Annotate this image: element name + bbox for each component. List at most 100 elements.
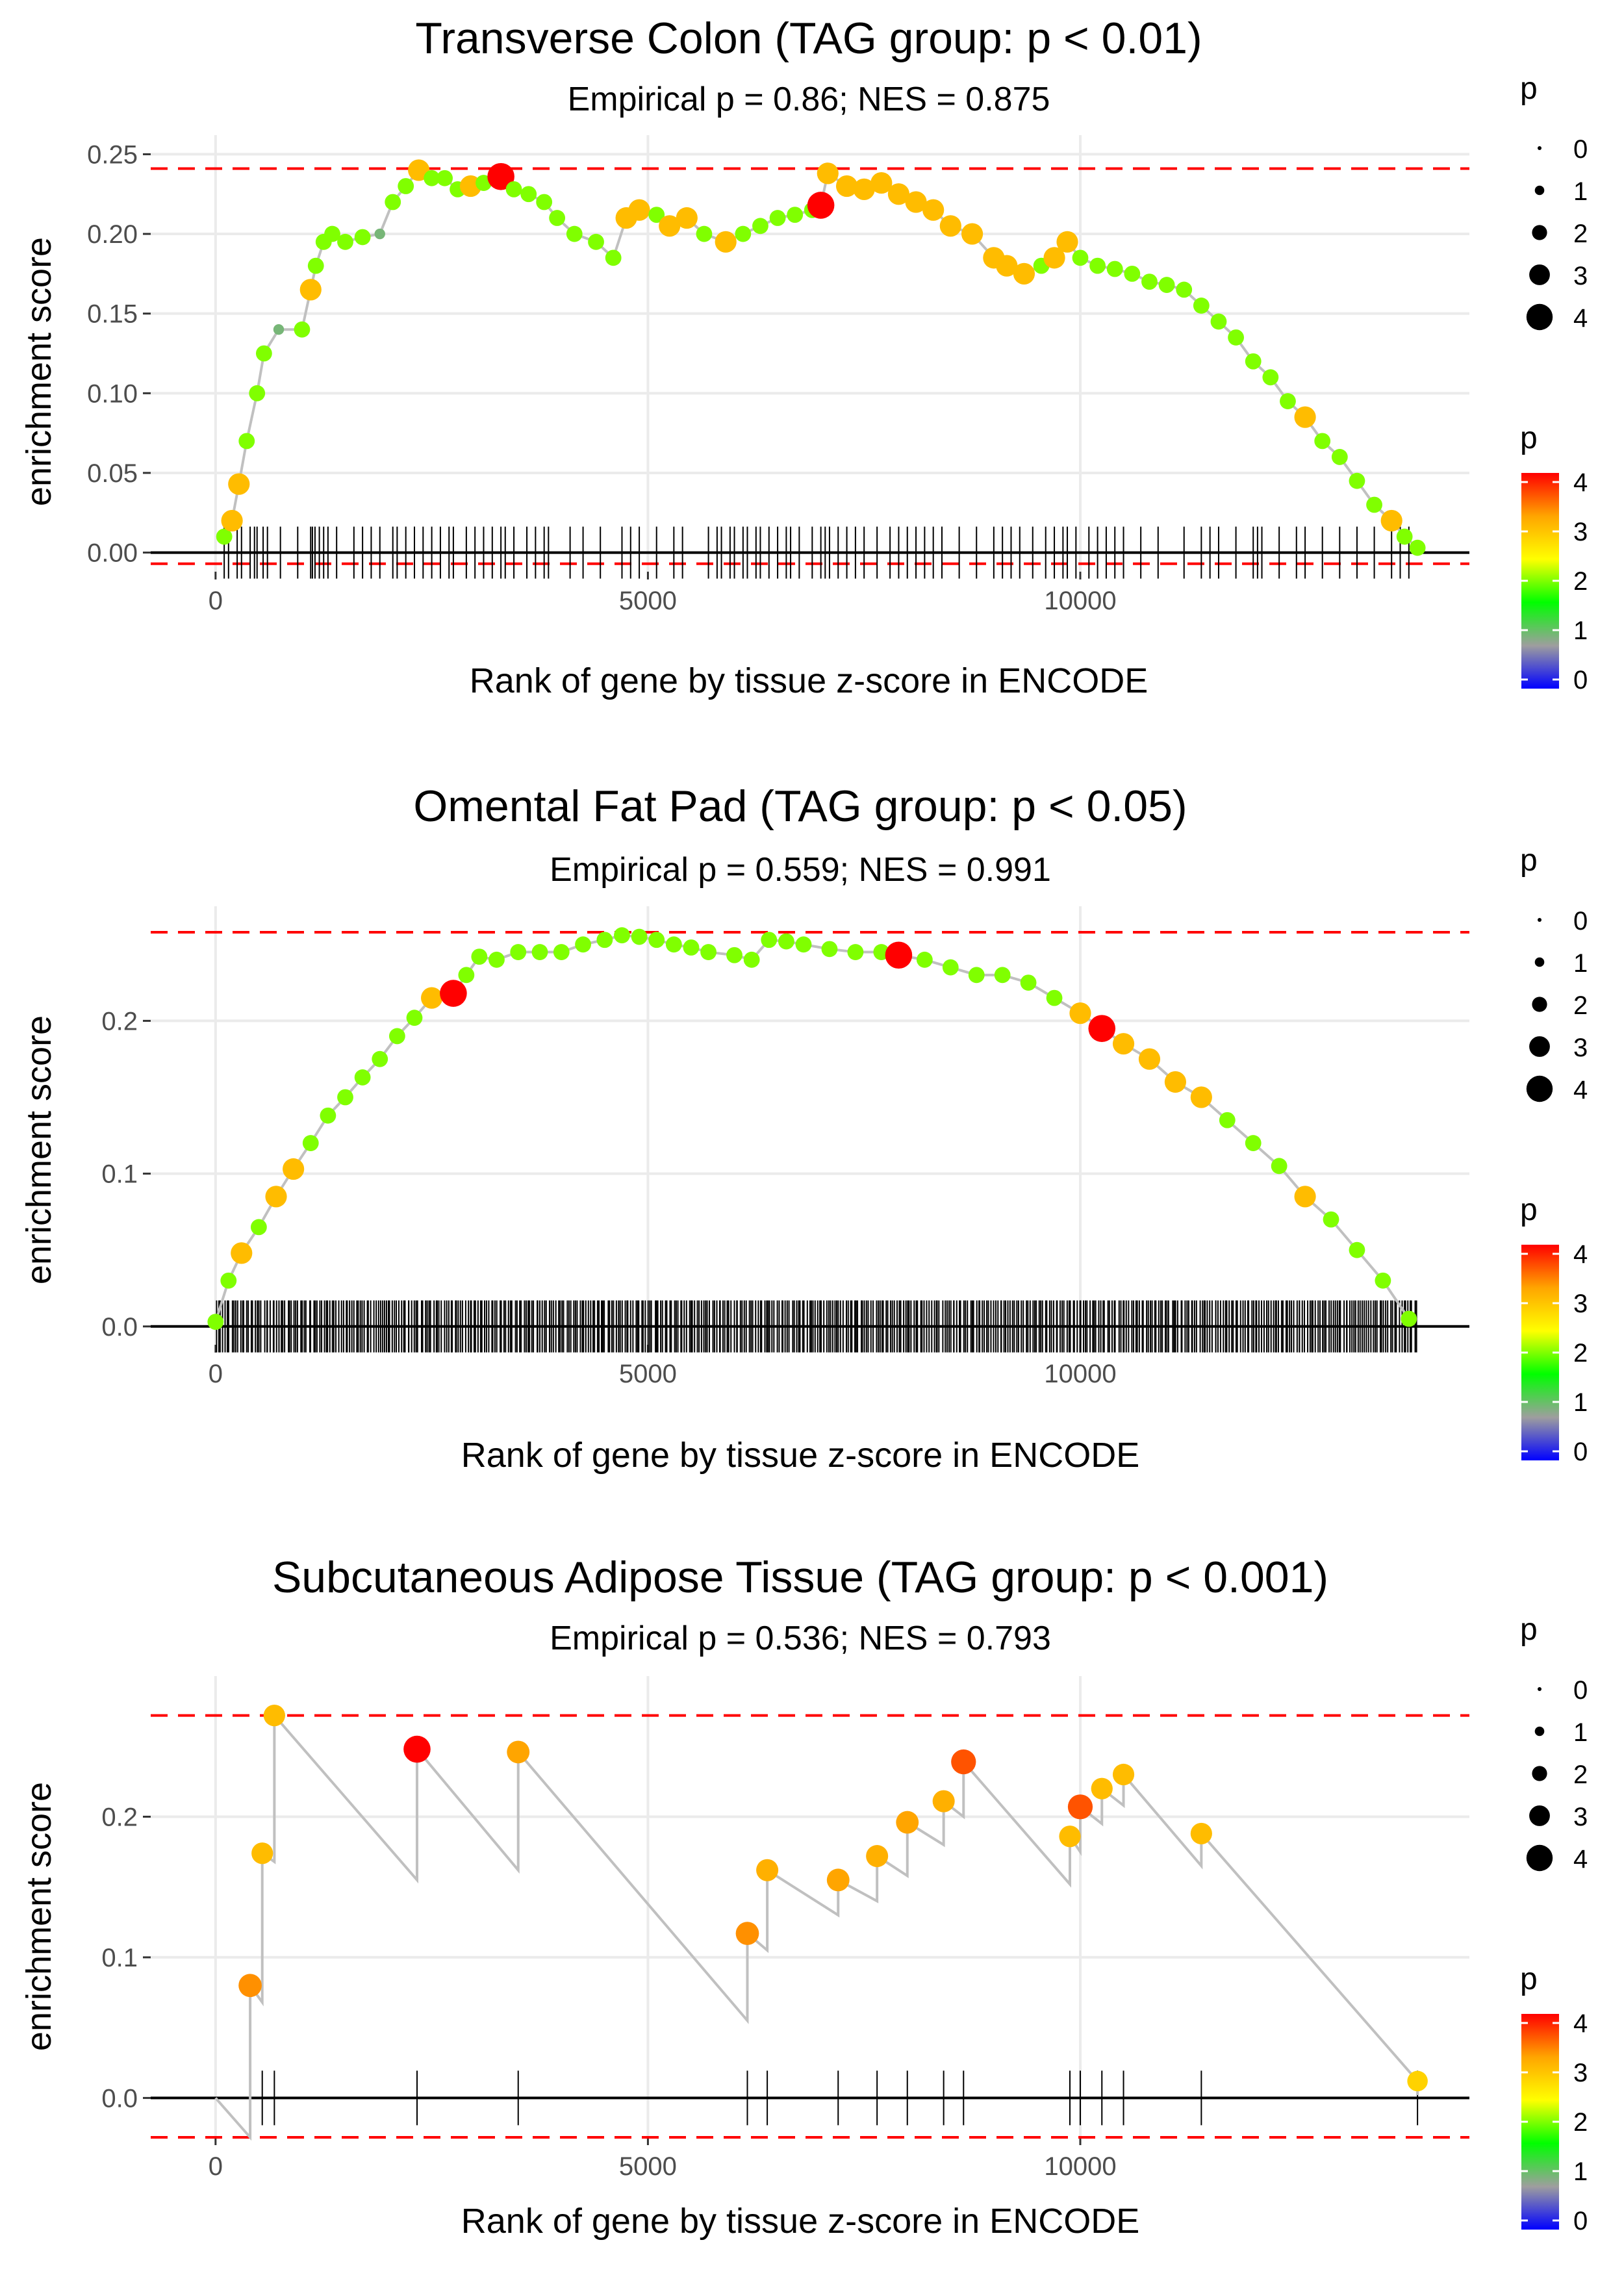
- color-legend-label: 2: [1573, 567, 1588, 596]
- data-point: [916, 951, 933, 968]
- data-point: [853, 178, 875, 200]
- color-legend-label: 0: [1573, 2207, 1588, 2235]
- y-tick-labels: 0.0 0.1 0.2: [101, 1803, 138, 2113]
- size-legend-title: p: [1520, 843, 1538, 878]
- size-legend-dot: [1526, 303, 1553, 331]
- data-point: [1323, 1211, 1339, 1228]
- color-legend-label: 3: [1573, 2059, 1588, 2087]
- data-point: [1112, 1763, 1135, 1786]
- data-points: [238, 1705, 1428, 2092]
- data-point: [1349, 1241, 1365, 1258]
- size-legend-label: 0: [1573, 135, 1588, 164]
- data-point: [1294, 1186, 1316, 1208]
- data-point: [1190, 1822, 1212, 1845]
- color-legend-label: 2: [1573, 1339, 1588, 1367]
- data-point: [905, 191, 927, 213]
- data-point: [787, 207, 804, 223]
- data-point: [251, 1842, 273, 1864]
- data-point: [752, 218, 768, 235]
- size-legend-title: p: [1520, 71, 1538, 106]
- size-legend-dot: [1534, 1726, 1545, 1736]
- data-point: [1124, 265, 1141, 282]
- data-point: [648, 932, 665, 948]
- data-point: [835, 175, 858, 197]
- data-point: [1331, 449, 1348, 465]
- data-point: [1164, 1071, 1187, 1093]
- data-point: [778, 933, 794, 950]
- data-point: [1138, 1048, 1161, 1070]
- data-point: [1056, 231, 1078, 253]
- data-point: [249, 385, 266, 401]
- size-legend-label: 4: [1573, 304, 1588, 333]
- y-tick-label: 0.20: [87, 220, 138, 249]
- data-point: [605, 249, 622, 266]
- chart-subtitle: Empirical p = 0.536; NES = 0.793: [550, 1620, 1051, 1657]
- color-legend-label: 4: [1573, 468, 1588, 497]
- x-axis-label: Rank of gene by tissue z-score in ENCODE: [461, 2202, 1139, 2241]
- data-point: [337, 233, 353, 250]
- size-legend-label: 3: [1573, 1803, 1588, 1831]
- enrichment-score-line: [214, 934, 1410, 1323]
- color-legend-label: 3: [1573, 1290, 1588, 1318]
- enrichment-line: [223, 168, 1419, 549]
- data-point: [648, 207, 665, 223]
- data-point: [536, 194, 553, 210]
- grid: [143, 906, 1469, 1353]
- data-point: [354, 229, 371, 246]
- color-legend-label: 3: [1573, 518, 1588, 546]
- data-point: [207, 1314, 224, 1330]
- data-point: [458, 967, 475, 984]
- size-legend-label: 1: [1573, 1718, 1588, 1747]
- chart-title: Transverse Colon (TAG group: p < 0.01): [415, 14, 1202, 63]
- y-axis-label: enrichment score: [19, 1782, 58, 2051]
- size-legend-dot: [1538, 146, 1542, 150]
- data-point: [372, 1050, 388, 1067]
- data-point: [1069, 1002, 1091, 1024]
- data-point: [614, 927, 630, 944]
- data-point: [1013, 262, 1035, 285]
- data-point: [1262, 369, 1279, 386]
- data-point: [1072, 249, 1089, 266]
- color-legend-title: p: [1520, 1193, 1538, 1227]
- y-axis-label: enrichment score: [19, 1015, 58, 1284]
- data-point: [1245, 1135, 1262, 1151]
- data-point: [238, 1974, 262, 1998]
- size-legend-label: 2: [1573, 991, 1588, 1020]
- gene-rank-ticks: [216, 1300, 1417, 1353]
- color-legend-label: 2: [1573, 2108, 1588, 2137]
- data-point: [566, 225, 583, 242]
- data-point: [1245, 353, 1262, 370]
- data-point: [421, 987, 443, 1009]
- data-point: [1158, 277, 1175, 293]
- data-point: [231, 1242, 253, 1264]
- chart-title: Subcutaneous Adipose Tissue (TAG group: …: [272, 1553, 1328, 1602]
- data-point: [1190, 1086, 1212, 1108]
- size-legend-dot: [1526, 1844, 1553, 1872]
- data-point: [505, 181, 522, 197]
- data-point: [520, 186, 537, 203]
- data-point: [817, 162, 839, 184]
- gene-rank-ticks: [223, 526, 1410, 579]
- x-tick-labels: 0 5000 10000: [209, 1360, 1117, 1388]
- size-legend-dot: [1534, 185, 1545, 196]
- color-legend-label: 1: [1573, 617, 1588, 645]
- chart-subtitle: Empirical p = 0.559; NES = 0.991: [550, 851, 1051, 889]
- data-point: [735, 225, 752, 242]
- size-legend-label: 0: [1573, 907, 1588, 935]
- data-point: [1043, 247, 1065, 269]
- data-point: [216, 528, 233, 545]
- x-axis-label: Rank of gene by tissue z-score in ENCODE: [461, 1436, 1139, 1475]
- data-point: [424, 170, 440, 186]
- size-legend: 0 1 2 3 4: [1526, 907, 1588, 1104]
- data-point: [715, 231, 737, 253]
- data-point: [1375, 1272, 1391, 1289]
- data-point: [631, 928, 648, 945]
- y-tick-label: 0.2: [101, 1803, 138, 1831]
- data-point: [507, 1740, 530, 1764]
- data-point: [1088, 1015, 1116, 1042]
- data-point: [726, 947, 742, 963]
- data-point: [1176, 281, 1193, 298]
- data-point: [487, 162, 514, 190]
- size-legend-dot: [1529, 264, 1550, 285]
- grid: [143, 135, 1469, 579]
